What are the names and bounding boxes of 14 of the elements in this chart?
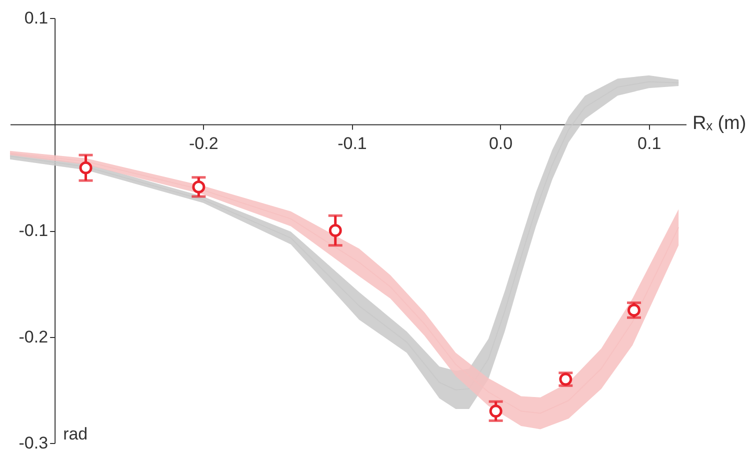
y-tick-label: -0.2 bbox=[18, 327, 48, 346]
x-tick-label: -0.1 bbox=[338, 134, 367, 153]
point bbox=[79, 161, 92, 174]
y-axis-title: rad bbox=[63, 424, 88, 444]
y-tick-label: -0.3 bbox=[18, 434, 48, 450]
x-tick-label: -0.2 bbox=[188, 134, 218, 153]
point bbox=[489, 404, 502, 418]
x-tick-label: 0.1 bbox=[638, 134, 662, 153]
x-tick-label: 0.0 bbox=[488, 134, 513, 153]
point bbox=[192, 180, 206, 194]
y-tick-label: -0.1 bbox=[18, 221, 48, 240]
point bbox=[328, 224, 342, 237]
x-axis-title: Rₓ (m) bbox=[692, 112, 746, 134]
y-tick-label: 0.1 bbox=[24, 8, 48, 28]
